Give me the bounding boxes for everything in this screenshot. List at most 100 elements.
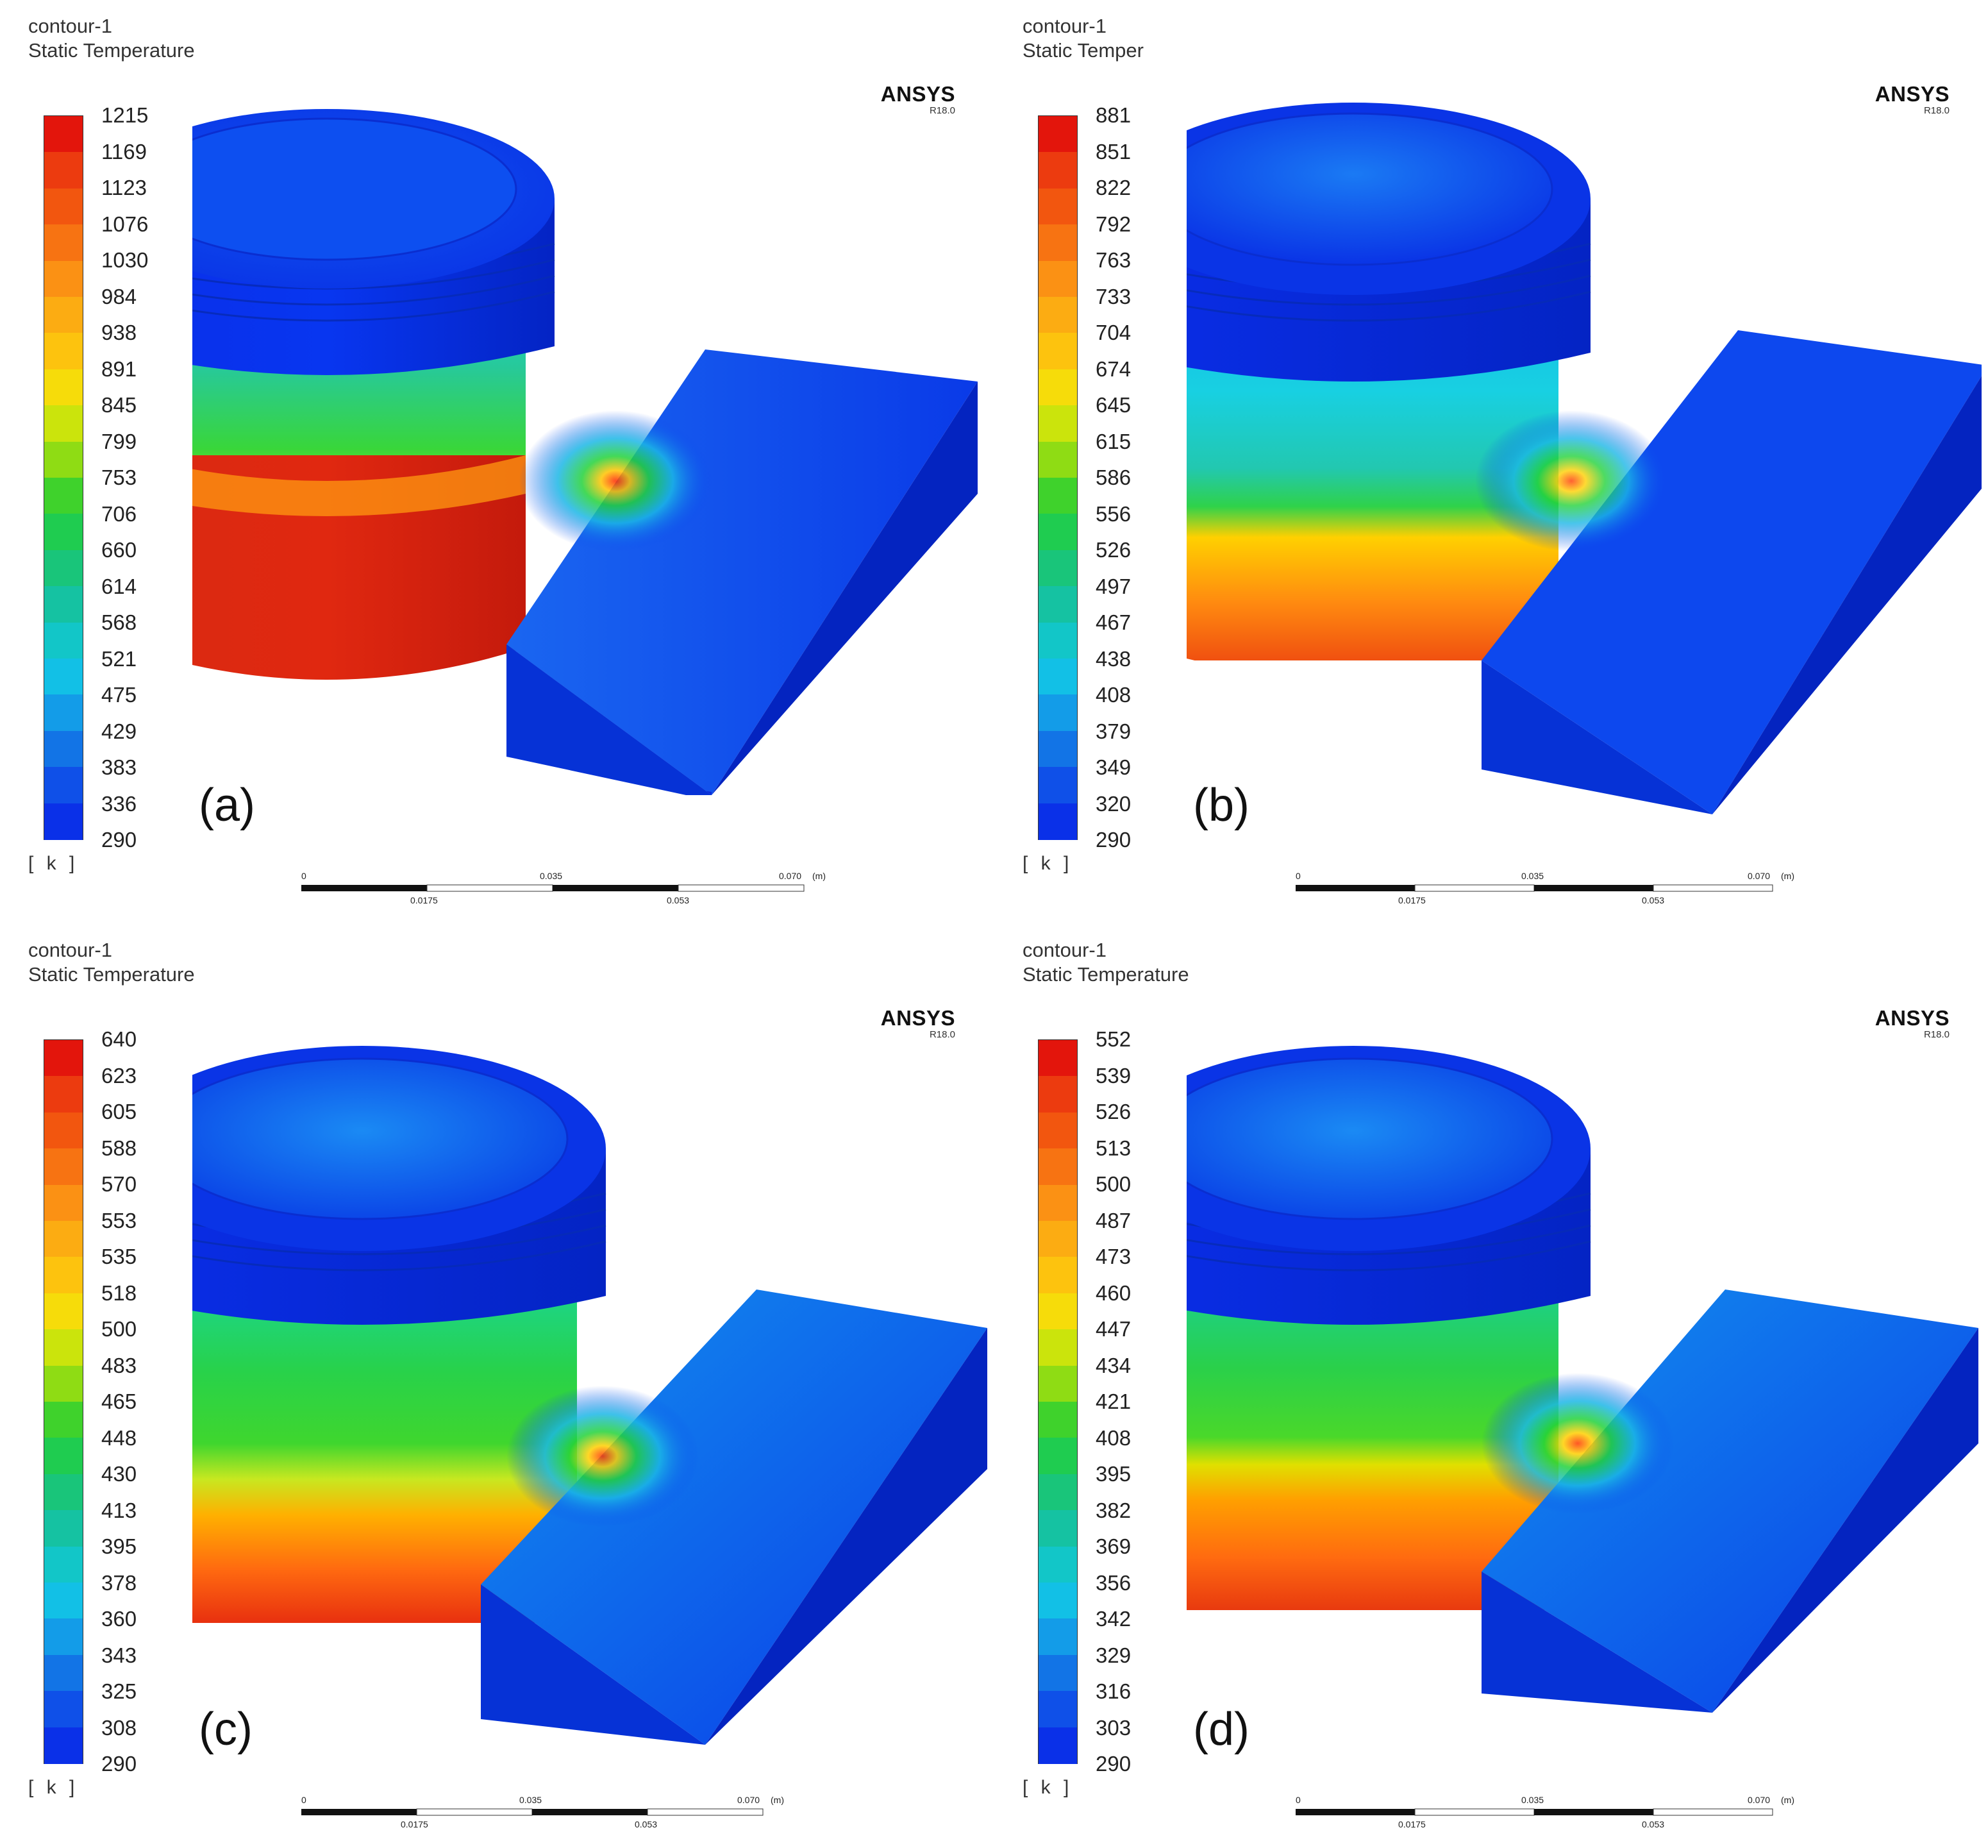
legend-tick-label: 465 <box>101 1390 137 1413</box>
legend-color-band <box>1039 1112 1077 1149</box>
legend-color-band <box>44 1076 83 1113</box>
brand-version: R18.0 <box>929 105 955 116</box>
legend-tick-label: 706 <box>101 501 137 526</box>
legend-color-band <box>44 1329 83 1366</box>
legend-tick-label: 382 <box>1096 1498 1132 1522</box>
legend-color-band <box>1039 405 1077 442</box>
legend-tick-label: 623 <box>101 1063 137 1088</box>
contour-name: contour-1 <box>1023 15 1107 37</box>
brand-version: R18.0 <box>929 1029 955 1040</box>
legend-color-band <box>44 1654 83 1692</box>
legend-color-band <box>1039 1546 1077 1583</box>
color-legend-bar <box>1038 1039 1078 1764</box>
scale-unit: (m) <box>1781 871 1794 881</box>
legend-tick-label: 303 <box>1096 1715 1132 1740</box>
legend-color-band <box>1039 1040 1077 1077</box>
legend-unit: [ k ] <box>28 853 79 874</box>
ansys-logo: ANSYS R18.0 <box>881 83 955 115</box>
scale-tick-1: 0.035 <box>519 1795 542 1805</box>
legend-color-band <box>1039 224 1077 262</box>
panel-a: contour-1 Static Temperature ANSYS R18.0… <box>0 0 994 924</box>
scale-bar: 0 0.035 0.070 (m) 0.0175 0.053 <box>1296 1790 1808 1841</box>
legend-color-band <box>44 1402 83 1438</box>
scale-tick-1: 0.035 <box>540 871 563 881</box>
color-legend-bar <box>44 1039 83 1764</box>
legend-color-band <box>1039 1618 1077 1656</box>
legend-tick-label: 763 <box>1096 248 1132 272</box>
legend-color-band <box>1039 514 1077 551</box>
legend-color-band <box>1039 369 1077 406</box>
scale-bar-graphic <box>1296 884 1773 892</box>
legend-tick-label: 378 <box>101 1570 137 1595</box>
contour-title: contour-1 Static Temperature <box>28 14 195 63</box>
legend-tick-label: 290 <box>1096 1752 1132 1776</box>
legend-color-band <box>1039 730 1077 768</box>
scale-sub-2: 0.053 <box>667 895 690 905</box>
legend-color-band <box>44 1546 83 1583</box>
legend-color-band <box>1039 586 1077 623</box>
legend-color-band <box>44 405 83 442</box>
legend-color-band <box>1039 478 1077 514</box>
legend-tick-label: 500 <box>101 1317 137 1341</box>
panel-c: contour-1 Static Temperature ANSYS R18.0… <box>0 924 994 1848</box>
legend-tick-label: 521 <box>101 646 137 671</box>
legend-tick-label: 938 <box>101 321 137 344</box>
legend-color-band <box>44 188 83 225</box>
color-legend-ticks: 881 851 822 792 763 733 704 674 645 615 586 556 526 4… <box>1096 105 1153 851</box>
legend-color-band <box>44 803 83 840</box>
legend-color-band <box>1039 694 1077 732</box>
legend-color-band <box>44 1438 83 1475</box>
legend-color-band <box>44 767 83 804</box>
legend-tick-label: 704 <box>1096 321 1132 344</box>
legend-color-band <box>1039 297 1077 333</box>
legend-tick-label: 383 <box>101 755 137 779</box>
brand-name: ANSYS <box>880 1006 955 1030</box>
legend-tick-label: 343 <box>101 1643 137 1667</box>
legend-color-band <box>1039 1438 1077 1475</box>
temperature-contour-model <box>192 109 978 795</box>
scale-tick-0: 0 <box>301 1795 306 1805</box>
legend-color-band <box>44 224 83 262</box>
panel-label: (d) <box>1193 1704 1249 1755</box>
legend-tick-label: 553 <box>101 1208 137 1232</box>
scale-tick-2: 0.070 <box>1748 1795 1771 1805</box>
scale-tick-0: 0 <box>1296 871 1301 881</box>
legend-color-band <box>1039 333 1077 370</box>
legend-tick-label: 556 <box>1096 501 1132 526</box>
legend-color-band <box>1039 152 1077 189</box>
brand-name: ANSYS <box>880 82 955 106</box>
variable-name: Static Temperature <box>1023 963 1189 986</box>
legend-color-band <box>1039 550 1077 587</box>
scale-bar: 0 0.035 0.070 (m) 0.0175 0.053 <box>1296 866 1808 917</box>
scale-tick-2: 0.070 <box>1748 871 1771 881</box>
legend-color-band <box>1039 1583 1077 1619</box>
legend-color-band <box>1039 659 1077 695</box>
contour-title: contour-1 Static Temperature <box>1023 938 1189 987</box>
legend-color-band <box>1039 1474 1077 1511</box>
legend-tick-label: 438 <box>1096 646 1132 671</box>
legend-tick-label: 552 <box>1096 1027 1132 1051</box>
legend-tick-label: 430 <box>101 1462 137 1486</box>
legend-tick-label: 568 <box>101 610 137 634</box>
legend-tick-label: 290 <box>1096 828 1132 852</box>
legend-color-band <box>1039 1402 1077 1438</box>
legend-tick-label: 733 <box>1096 284 1132 308</box>
legend-color-band <box>44 260 83 298</box>
legend-tick-label: 1123 <box>101 176 147 199</box>
legend-color-band <box>1039 1365 1077 1402</box>
legend-tick-label: 325 <box>101 1679 137 1703</box>
legend-tick-label: 408 <box>1096 683 1132 707</box>
legend-tick-label: 513 <box>1096 1136 1132 1160</box>
legend-tick-label: 336 <box>101 791 137 816</box>
legend-color-band <box>1039 188 1077 225</box>
legend-tick-label: 349 <box>1096 755 1132 779</box>
scale-sub-2: 0.053 <box>1642 1819 1665 1829</box>
legend-tick-label: 497 <box>1096 574 1132 598</box>
brand-name: ANSYS <box>1875 1006 1950 1030</box>
legend-tick-label: 395 <box>1096 1462 1132 1486</box>
brand-version: R18.0 <box>1923 1029 1950 1040</box>
legend-color-band <box>1039 1510 1077 1547</box>
legend-color-band <box>1039 1727 1077 1764</box>
color-legend-ticks: 640 623 605 588 570 553 535 518 500 483 465 448 430 4… <box>101 1029 159 1775</box>
legend-color-band <box>44 441 83 478</box>
